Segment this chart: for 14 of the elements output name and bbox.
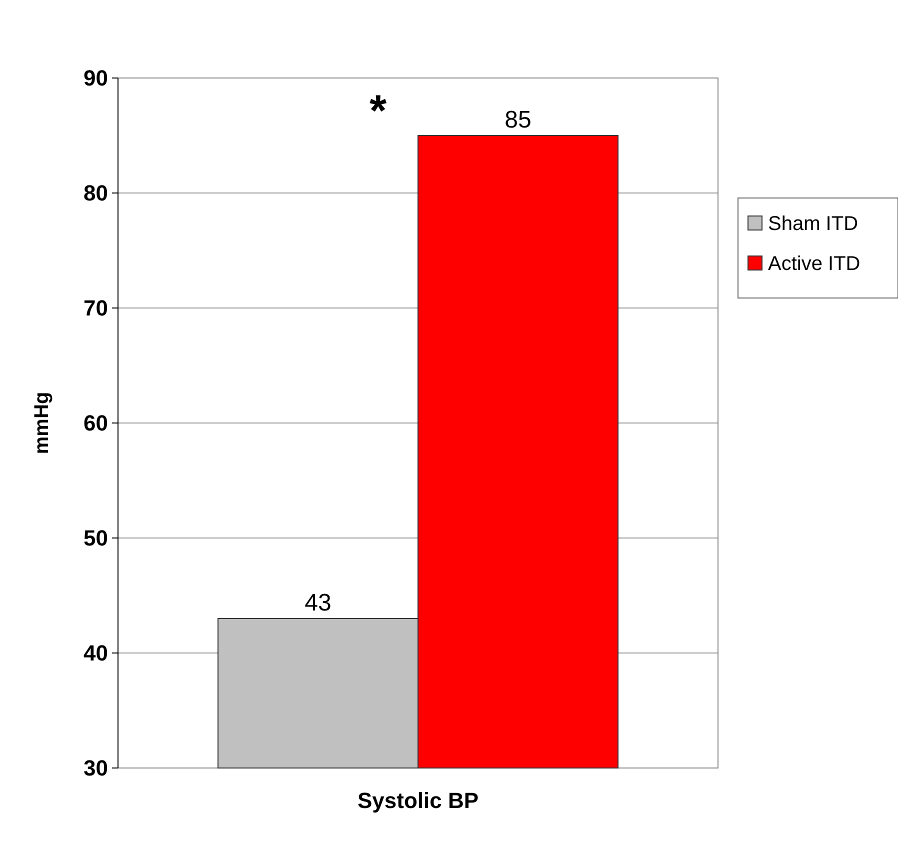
y-tick-label: 50 (84, 526, 108, 551)
data-label: 43 (304, 590, 332, 616)
y-axis-title: mmHg (31, 392, 53, 454)
y-tick-label: 30 (84, 756, 108, 781)
legend-label: Sham ITD (768, 213, 858, 235)
y-tick-label: 90 (84, 66, 108, 91)
y-tick-label: 80 (84, 180, 108, 206)
y-tick-label: 40 (84, 640, 108, 666)
annotation: * (369, 86, 388, 136)
y-tick-label: 60 (84, 410, 108, 436)
y-tick-label: 70 (84, 296, 108, 321)
legend-label: Active ITD (768, 253, 860, 275)
data-label: 85 (504, 106, 532, 134)
x-tick-label: Systolic BP (357, 788, 479, 813)
